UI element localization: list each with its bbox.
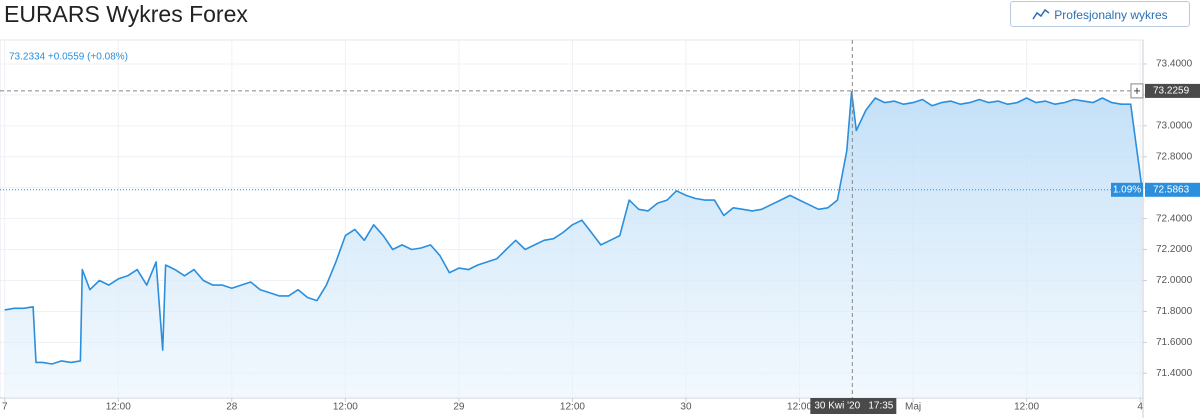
y-tick-label: 72.8000 <box>1156 151 1193 162</box>
y-tick-label: 72.0000 <box>1156 275 1193 286</box>
x-tick-label: 29 <box>453 402 465 413</box>
last-price-box <box>1145 182 1200 197</box>
y-tick-label: 73.4000 <box>1156 59 1193 70</box>
x-tick-label: 12:00 <box>560 402 585 413</box>
button-icon <box>1032 8 1050 20</box>
crosshair-price: 73.2259 <box>1153 86 1190 97</box>
x-tick-label: 12:00 <box>106 402 131 413</box>
y-tick-label: 72.2000 <box>1156 244 1193 255</box>
last-change: 1.09% <box>1113 184 1141 195</box>
x-tick-label: 4 <box>1137 402 1143 413</box>
crosshair-time: 17:35 <box>868 401 893 412</box>
crosshair-time-box <box>810 398 897 414</box>
x-tick-label: 12:00 <box>1014 402 1039 413</box>
page-title: EURARS Wykres Forex <box>4 1 248 27</box>
button-label: Profesjonalny wykres <box>1054 8 1168 22</box>
crosshair-date: 30 Kwi '20 <box>814 401 860 412</box>
y-tick-label: 71.8000 <box>1156 306 1193 317</box>
last-price-label: 72.5863 <box>1153 184 1190 195</box>
y-tick-label: 72.4000 <box>1156 213 1193 224</box>
x-tick-label: 7 <box>2 402 8 413</box>
price-line <box>4 91 1143 365</box>
y-tick-label: 71.6000 <box>1156 337 1193 348</box>
x-tick-label: 12:00 <box>333 402 358 413</box>
x-tick-label: 30 <box>680 402 692 413</box>
pro-chart-button[interactable]: Profesjonalny wykres <box>1010 1 1190 27</box>
y-tick-label: 71.4000 <box>1156 368 1193 379</box>
y-tick-label: 73.0000 <box>1156 120 1193 131</box>
last-change-box <box>1111 182 1143 197</box>
x-tick-label: Maj <box>905 402 921 413</box>
area <box>4 91 1143 399</box>
legend: 73.2334 +0.0559 (+0.08%) <box>9 52 128 63</box>
x-tick-label: 28 <box>226 402 238 413</box>
crosshair-price-box <box>1145 83 1200 98</box>
x-tick-label: 12:00 <box>787 402 812 413</box>
